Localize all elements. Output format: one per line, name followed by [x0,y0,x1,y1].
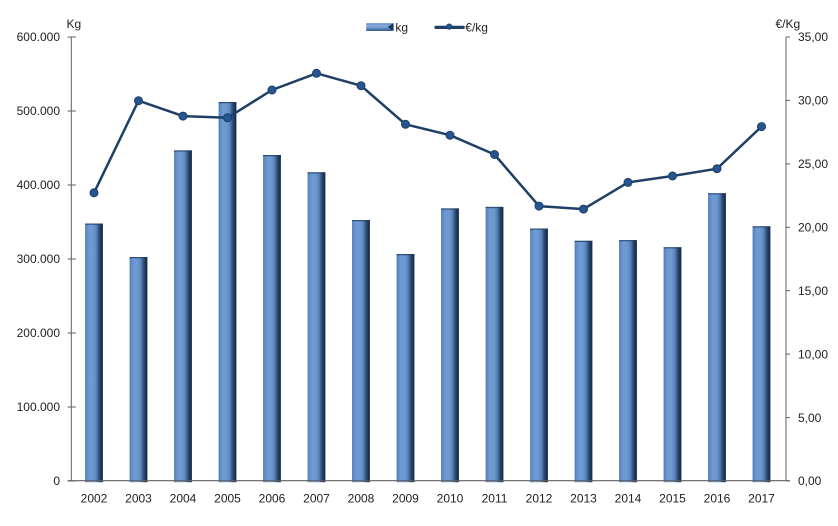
svg-text:2012: 2012 [526,492,553,506]
svg-text:2014: 2014 [615,492,642,506]
svg-text:2015: 2015 [659,492,686,506]
svg-text:Kg: Kg [67,17,82,31]
svg-text:500.000: 500.000 [17,104,61,118]
svg-text:2004: 2004 [170,492,197,506]
svg-text:5,00: 5,00 [798,411,822,425]
svg-text:€/Kg: €/Kg [776,17,801,31]
svg-text:2017: 2017 [748,492,775,506]
svg-text:2005: 2005 [214,492,241,506]
svg-text:35,00: 35,00 [798,30,828,44]
svg-text:30,00: 30,00 [798,94,828,108]
svg-text:kg: kg [395,20,408,34]
svg-text:2016: 2016 [704,492,731,506]
svg-text:2007: 2007 [303,492,330,506]
svg-text:10,00: 10,00 [798,347,828,361]
svg-text:2009: 2009 [392,492,419,506]
svg-text:400.000: 400.000 [17,178,61,192]
svg-text:2013: 2013 [570,492,597,506]
svg-text:200.000: 200.000 [17,326,61,340]
svg-text:20,00: 20,00 [798,221,828,235]
svg-text:2006: 2006 [259,492,286,506]
svg-text:€/kg: €/kg [465,21,488,35]
svg-text:2008: 2008 [348,492,375,506]
svg-text:300.000: 300.000 [17,252,61,266]
svg-text:600.000: 600.000 [17,30,61,44]
svg-text:25,00: 25,00 [798,157,828,171]
svg-text:100.000: 100.000 [17,400,61,414]
svg-text:2003: 2003 [125,492,152,506]
svg-text:2011: 2011 [482,492,508,506]
svg-text:15,00: 15,00 [798,284,828,298]
svg-text:0: 0 [53,474,60,488]
svg-text:2010: 2010 [437,492,464,506]
svg-text:0,00: 0,00 [798,474,822,488]
svg-text:2002: 2002 [81,492,108,506]
